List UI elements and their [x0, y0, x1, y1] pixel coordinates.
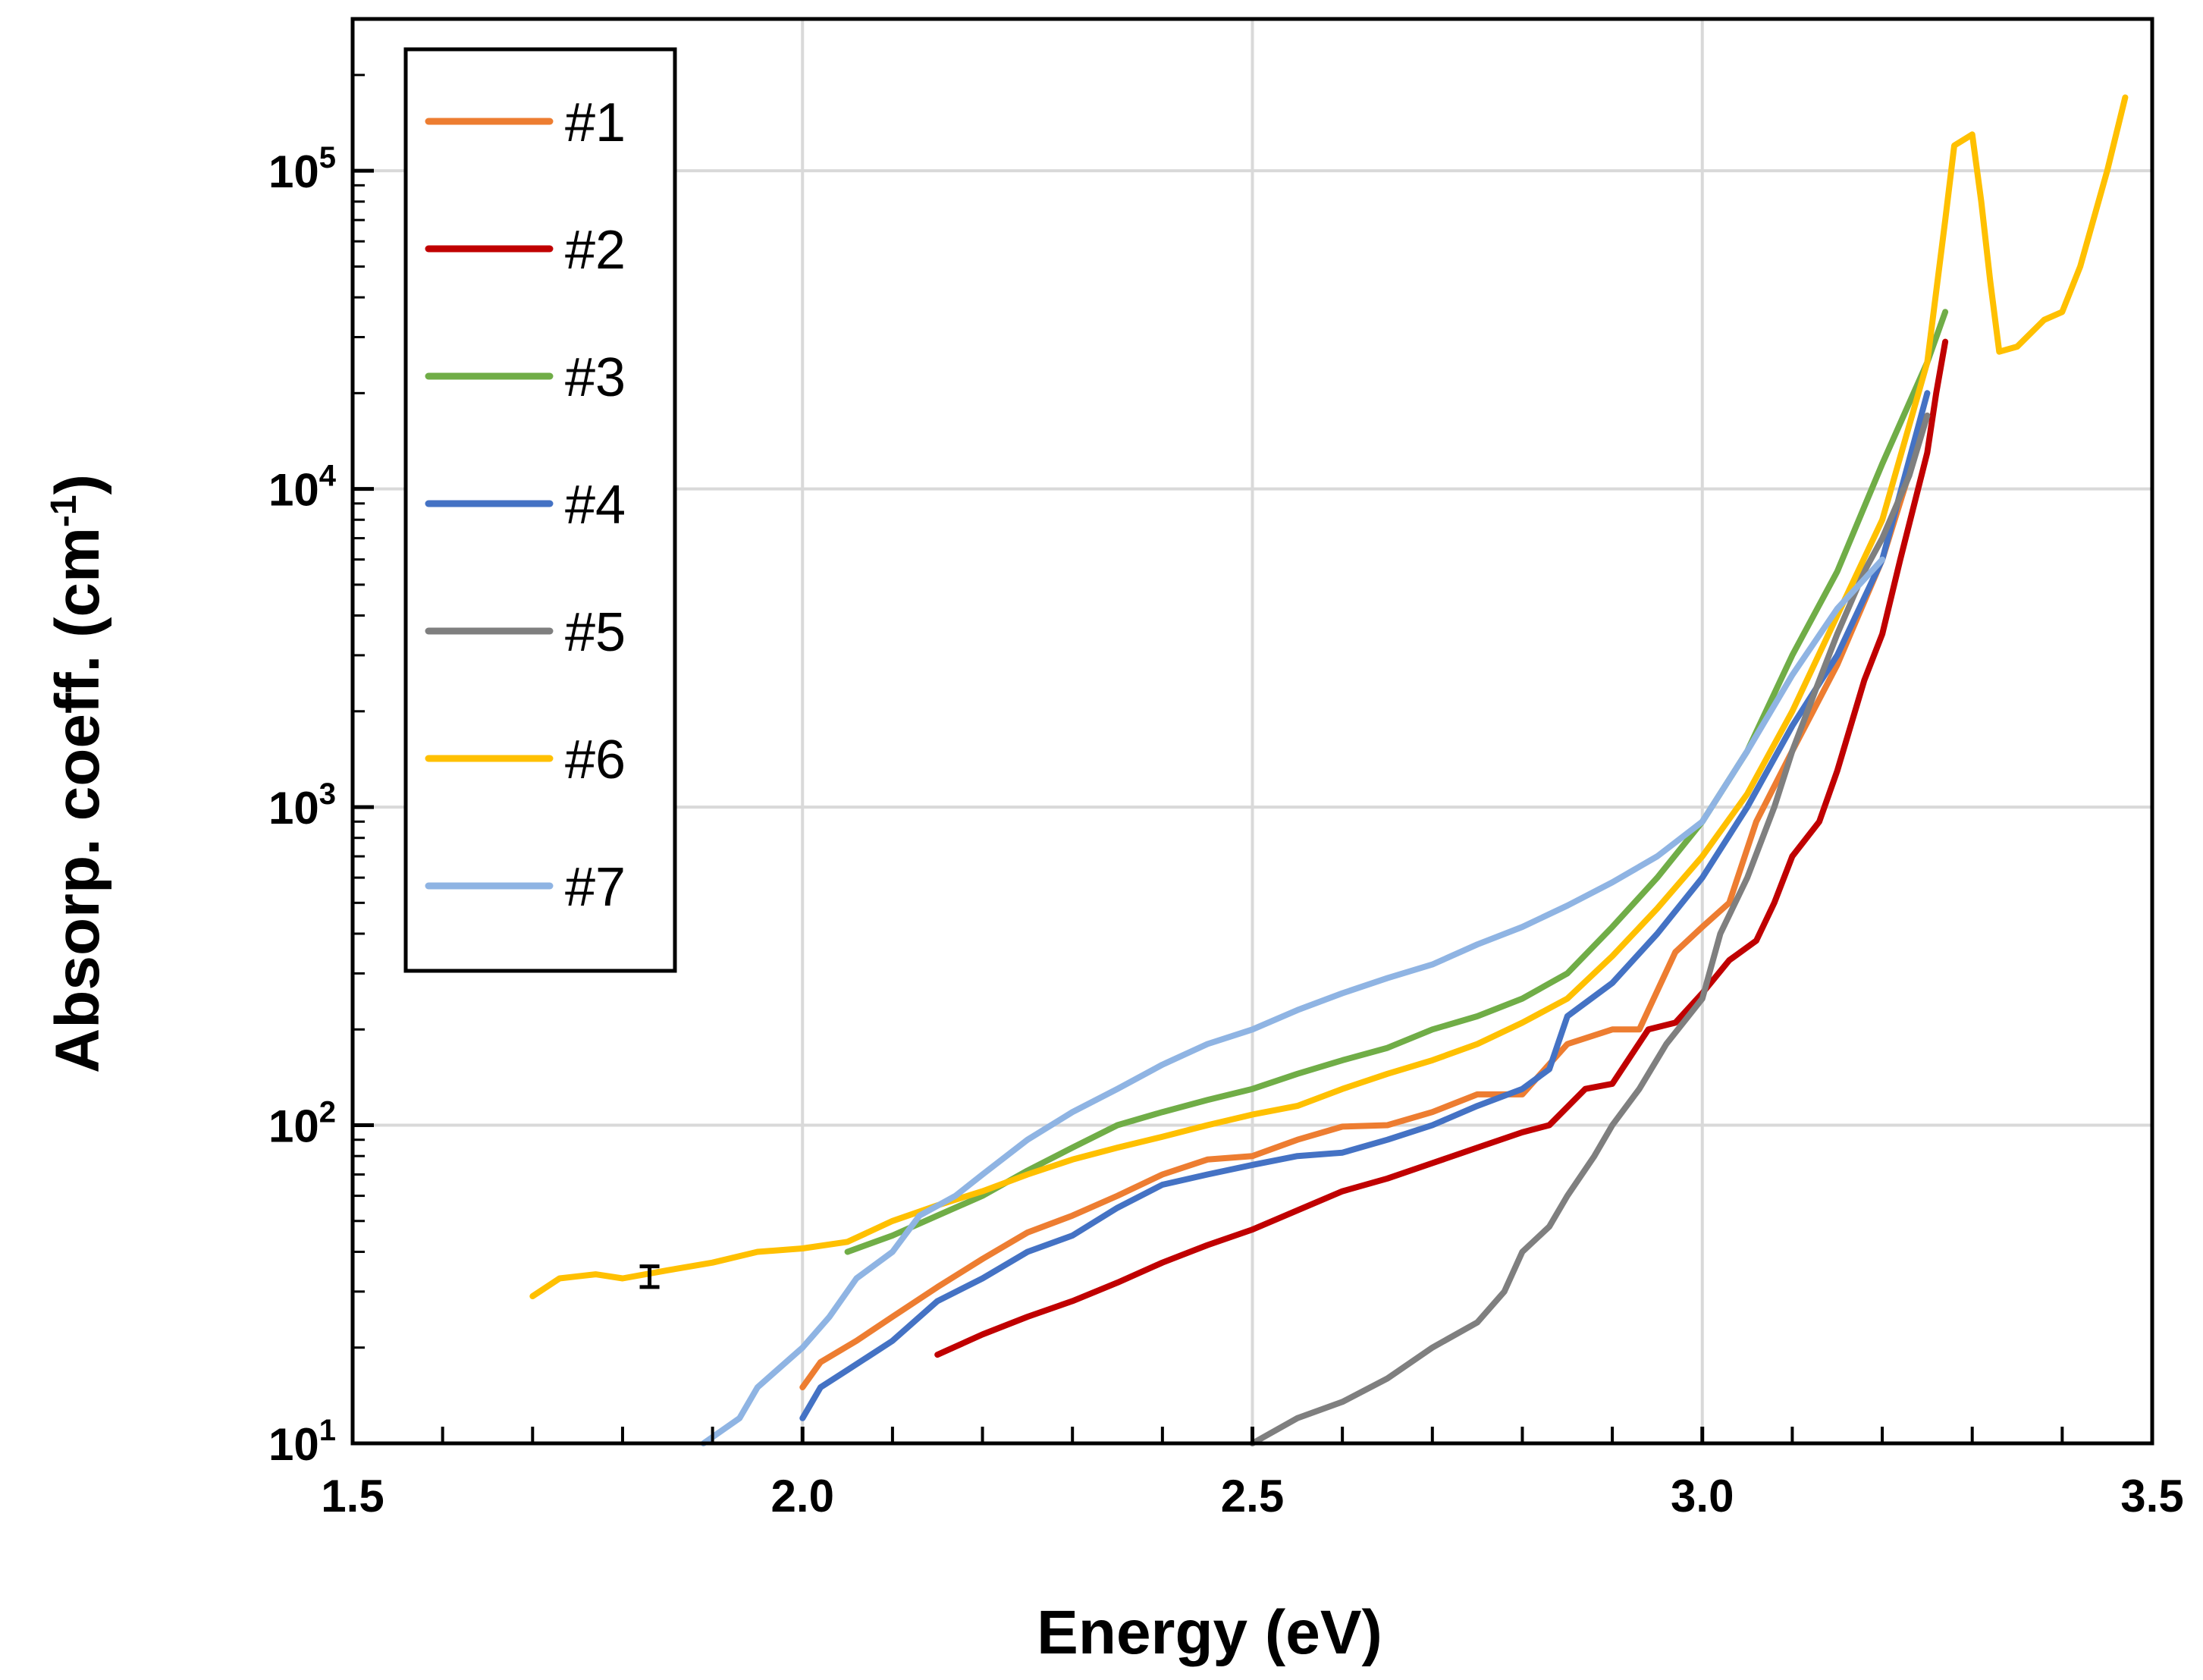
- y-tick-label: 104: [268, 460, 337, 516]
- legend-label-3: #3: [565, 347, 626, 408]
- legend-label-7: #7: [565, 857, 626, 918]
- series-line-7: [700, 556, 1886, 1446]
- legend-label-6: #6: [565, 730, 626, 790]
- y-tick-exp: 1: [319, 1414, 336, 1447]
- y-tick-exp: 3: [319, 777, 336, 811]
- x-tick-label: 3.0: [1671, 1471, 1734, 1521]
- y-tick-base: 10: [268, 1101, 319, 1152]
- legend: #1 #2 #3 #4 #5 #6 #7: [403, 47, 677, 973]
- y-axis-title-sup: -1: [44, 495, 84, 527]
- y-tick-base: 10: [268, 465, 319, 516]
- error-bar: [639, 1264, 660, 1289]
- y-tick-exp: 5: [319, 141, 336, 174]
- x-tick-label: 2.0: [771, 1471, 834, 1521]
- series-line-6: [529, 94, 2129, 1299]
- y-tick-label: 105: [268, 141, 336, 197]
- legend-label-5: #5: [565, 602, 626, 663]
- legend-box: [403, 47, 677, 973]
- series-line-1: [799, 412, 1931, 1391]
- y-tick-label: 103: [268, 777, 336, 834]
- x-tick-label: 2.5: [1221, 1471, 1284, 1521]
- series-line-3: [844, 309, 1949, 1255]
- y-tick-exp: 2: [319, 1096, 336, 1129]
- y-tick-base: 10: [268, 783, 319, 834]
- legend-label-4: #4: [565, 475, 626, 535]
- x-axis-ticks: 1.5 2.0 2.5 3.0 3.5: [321, 1427, 2184, 1521]
- y-tick-exp: 4: [319, 460, 337, 493]
- series-line-4: [799, 390, 1931, 1421]
- y-tick-label: 102: [268, 1096, 336, 1152]
- y-axis-title-main: Absorp. coeff. (cm: [43, 527, 112, 1073]
- x-tick-label: 3.5: [2120, 1471, 2183, 1521]
- series-line-2: [934, 338, 1949, 1358]
- y-tick-label: 101: [268, 1414, 336, 1470]
- legend-label-1: #1: [565, 93, 626, 153]
- y-axis-title: Absorp. coeff. (cm-1): [43, 474, 112, 1073]
- data-series: [529, 94, 2129, 1446]
- grid-lines: [353, 19, 2152, 1443]
- x-tick-label: 1.5: [321, 1471, 384, 1521]
- series-line-5: [1249, 412, 1931, 1446]
- x-axis-title: Energy (eV): [1037, 1598, 1382, 1667]
- y-axis-title-close: ): [43, 474, 112, 495]
- y-tick-base: 10: [268, 1419, 319, 1470]
- y-tick-base: 10: [268, 146, 319, 197]
- legend-label-2: #2: [565, 220, 626, 281]
